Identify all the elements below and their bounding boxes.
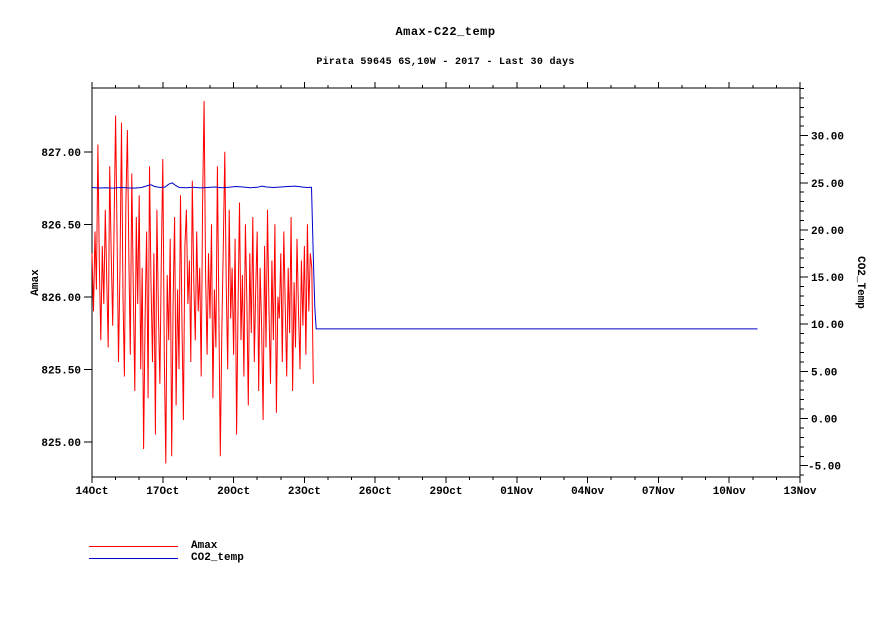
y-right-tick-label: 15.00: [811, 273, 844, 285]
y-left-tick-label: 825.00: [41, 438, 81, 450]
chart-subtitle: Pirata 59645 6S,10W - 2017 - Last 30 day…: [316, 57, 575, 68]
legend: Amax CO2_temp: [89, 540, 244, 564]
x-tick-label: 07Nov: [642, 486, 675, 498]
y-left-tick-label: 826.50: [41, 220, 81, 232]
x-tick-label: 10Nov: [713, 486, 746, 498]
x-tick-label: 29Oct: [429, 486, 462, 498]
co2-temp-legend-line-icon: [89, 557, 178, 559]
amax-legend-line-icon: [89, 545, 178, 547]
x-tick-label: 01Nov: [500, 486, 533, 498]
x-tick-label: 14Oct: [75, 486, 108, 498]
axis-tick-labels: 14Oct 17Oct 20Oct 23Oct 26Oct 29Oct 01Nov 04Nov…: [41, 132, 844, 498]
y-right-tick-label: 20.00: [811, 226, 844, 238]
x-tick-label: 26Oct: [359, 486, 392, 498]
y-left-tick-label: 827.00: [41, 148, 81, 160]
y-right-tick-label: 5.00: [811, 367, 837, 379]
x-tick-label: 13Nov: [783, 486, 816, 498]
y-right-tick-label: 30.00: [811, 132, 844, 144]
x-tick-label: 17Oct: [146, 486, 179, 498]
legend-item-amax: Amax: [89, 540, 244, 552]
x-tick-label: 04Nov: [571, 486, 604, 498]
x-tick-label: 20Oct: [217, 486, 250, 498]
legend-item-co2-temp: CO2_temp: [89, 552, 244, 564]
amax-series-line: [91, 100, 314, 464]
plot-frame: [91, 87, 801, 478]
chart-title: Amax-C22_temp: [395, 25, 496, 39]
y-left-axis-title: Amax: [30, 269, 42, 296]
amax-legend-label: Amax: [191, 540, 218, 552]
co2_temp-series-line: [91, 182, 758, 330]
y-right-tick-label: 0.00: [811, 415, 837, 427]
co2-temp-legend-label: CO2_temp: [191, 552, 244, 564]
y-right-tick-label: 25.00: [811, 179, 844, 191]
y-right-tick-label: -5.00: [808, 462, 841, 474]
y-right-axis-title: CO2_Temp: [854, 256, 866, 309]
axis-ticks: [84, 82, 808, 483]
y-right-tick-label: 10.00: [811, 320, 844, 332]
x-tick-label: 23Oct: [288, 486, 321, 498]
y-left-tick-label: 825.50: [41, 365, 81, 377]
y-left-tick-label: 826.00: [41, 293, 81, 305]
